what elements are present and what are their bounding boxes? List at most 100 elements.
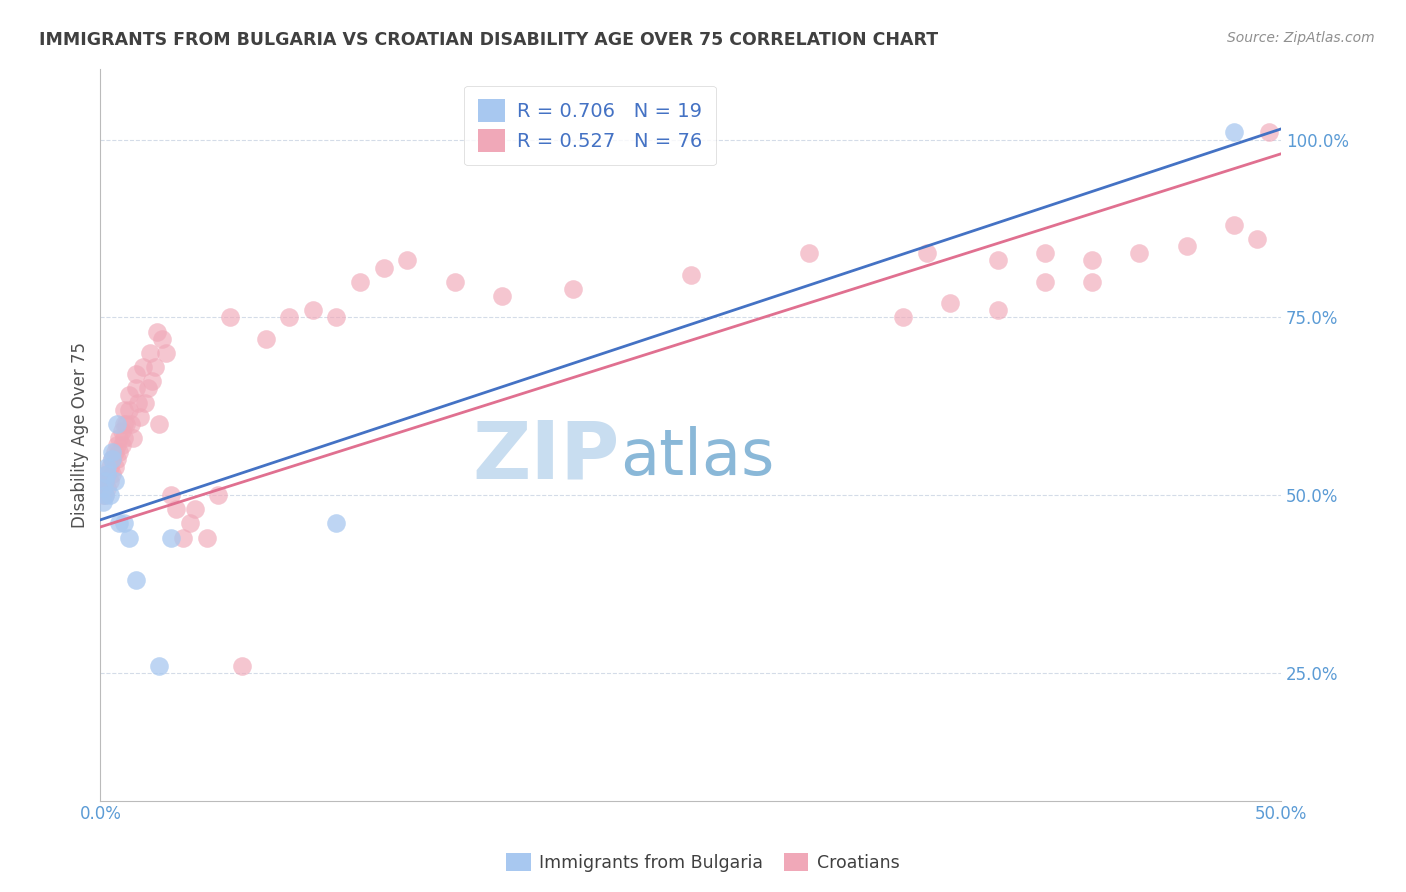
Text: atlas: atlas xyxy=(620,425,775,488)
Point xyxy=(101,467,124,481)
Point xyxy=(91,481,114,495)
Point xyxy=(108,516,131,531)
Legend: R = 0.706   N = 19, R = 0.527   N = 76: R = 0.706 N = 19, R = 0.527 N = 76 xyxy=(464,86,716,166)
Point xyxy=(91,495,114,509)
Point xyxy=(491,289,513,303)
Point xyxy=(141,374,163,388)
Point xyxy=(108,445,131,459)
Point xyxy=(105,438,128,452)
Point xyxy=(105,417,128,431)
Point xyxy=(1222,126,1244,140)
Point xyxy=(134,395,156,409)
Point xyxy=(112,402,135,417)
Point xyxy=(797,246,820,260)
Point xyxy=(94,474,117,488)
Point xyxy=(396,253,419,268)
Point xyxy=(105,452,128,467)
Point xyxy=(94,474,117,488)
Point xyxy=(118,388,141,402)
Point xyxy=(1258,126,1281,140)
Legend: Immigrants from Bulgaria, Croatians: Immigrants from Bulgaria, Croatians xyxy=(499,847,907,879)
Point xyxy=(207,488,229,502)
Point xyxy=(112,516,135,531)
Point xyxy=(101,452,124,467)
Text: ZIP: ZIP xyxy=(472,417,620,496)
Point xyxy=(1033,246,1056,260)
Point xyxy=(139,346,162,360)
Point xyxy=(103,459,125,474)
Point xyxy=(94,488,117,502)
Point xyxy=(125,367,148,381)
Point xyxy=(91,488,114,502)
Point xyxy=(96,467,118,481)
Point xyxy=(110,424,132,438)
Point xyxy=(148,658,170,673)
Point xyxy=(96,459,118,474)
Point xyxy=(1246,232,1268,246)
Point xyxy=(94,488,117,502)
Point xyxy=(118,531,141,545)
Point xyxy=(891,310,914,325)
Point xyxy=(160,488,183,502)
Point xyxy=(115,417,138,431)
Point xyxy=(98,474,121,488)
Point xyxy=(219,310,242,325)
Point xyxy=(939,296,962,310)
Point xyxy=(184,502,207,516)
Point xyxy=(122,431,145,445)
Point xyxy=(195,531,218,545)
Point xyxy=(96,481,118,495)
Point xyxy=(373,260,395,275)
Point xyxy=(118,402,141,417)
Y-axis label: Disability Age Over 75: Disability Age Over 75 xyxy=(72,342,89,527)
Point xyxy=(91,481,114,495)
Point xyxy=(155,346,177,360)
Point xyxy=(125,574,148,588)
Point xyxy=(125,381,148,395)
Point xyxy=(1128,246,1150,260)
Point xyxy=(129,409,152,424)
Text: IMMIGRANTS FROM BULGARIA VS CROATIAN DISABILITY AGE OVER 75 CORRELATION CHART: IMMIGRANTS FROM BULGARIA VS CROATIAN DIS… xyxy=(39,31,938,49)
Point xyxy=(101,452,124,467)
Point xyxy=(98,488,121,502)
Point xyxy=(148,417,170,431)
Point xyxy=(915,246,938,260)
Point xyxy=(103,445,125,459)
Point xyxy=(160,531,183,545)
Point xyxy=(101,445,124,459)
Point xyxy=(1033,275,1056,289)
Text: Source: ZipAtlas.com: Source: ZipAtlas.com xyxy=(1227,31,1375,45)
Point xyxy=(987,253,1010,268)
Point xyxy=(1081,275,1104,289)
Point xyxy=(98,459,121,474)
Point xyxy=(987,303,1010,318)
Point xyxy=(112,431,135,445)
Point xyxy=(108,431,131,445)
Point xyxy=(325,310,347,325)
Point xyxy=(91,474,114,488)
Point xyxy=(132,359,155,374)
Point xyxy=(302,303,325,318)
Point xyxy=(679,268,702,282)
Point xyxy=(443,275,465,289)
Point xyxy=(349,275,371,289)
Point xyxy=(1175,239,1198,253)
Point xyxy=(120,417,142,431)
Point xyxy=(172,531,194,545)
Point xyxy=(561,282,583,296)
Point xyxy=(112,417,135,431)
Point xyxy=(325,516,347,531)
Point xyxy=(96,467,118,481)
Point xyxy=(1081,253,1104,268)
Point xyxy=(231,658,253,673)
Point xyxy=(278,310,301,325)
Point xyxy=(127,395,149,409)
Point xyxy=(150,332,173,346)
Point xyxy=(254,332,277,346)
Point xyxy=(1222,218,1244,232)
Point xyxy=(143,359,166,374)
Point xyxy=(136,381,159,395)
Point xyxy=(110,438,132,452)
Point xyxy=(146,325,169,339)
Point xyxy=(165,502,187,516)
